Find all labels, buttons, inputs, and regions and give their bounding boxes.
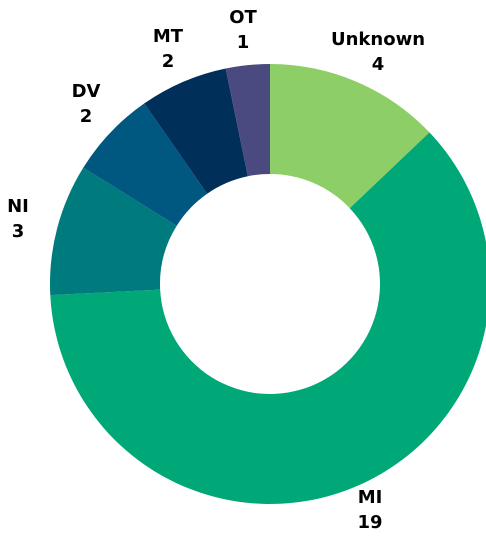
donut-segment [83,103,208,226]
donut-segment [225,64,270,177]
segment-label: Unknown [331,29,425,50]
segment-label: DV [72,81,101,102]
donut-segment [50,167,177,296]
segment-value: 1 [237,32,250,53]
segment-label: NI [7,196,29,217]
segment-value: 4 [372,54,385,75]
segment-label: MI [358,487,383,508]
segment-value: 3 [12,221,25,242]
segment-label: OT [229,7,257,28]
segment-value: 2 [162,51,175,72]
segment-value: 2 [80,106,93,127]
donut-segment [270,64,430,209]
segment-value: 19 [357,512,382,533]
donut-segment [50,132,486,504]
donut-segment [144,68,248,194]
segment-label: MT [153,26,184,47]
